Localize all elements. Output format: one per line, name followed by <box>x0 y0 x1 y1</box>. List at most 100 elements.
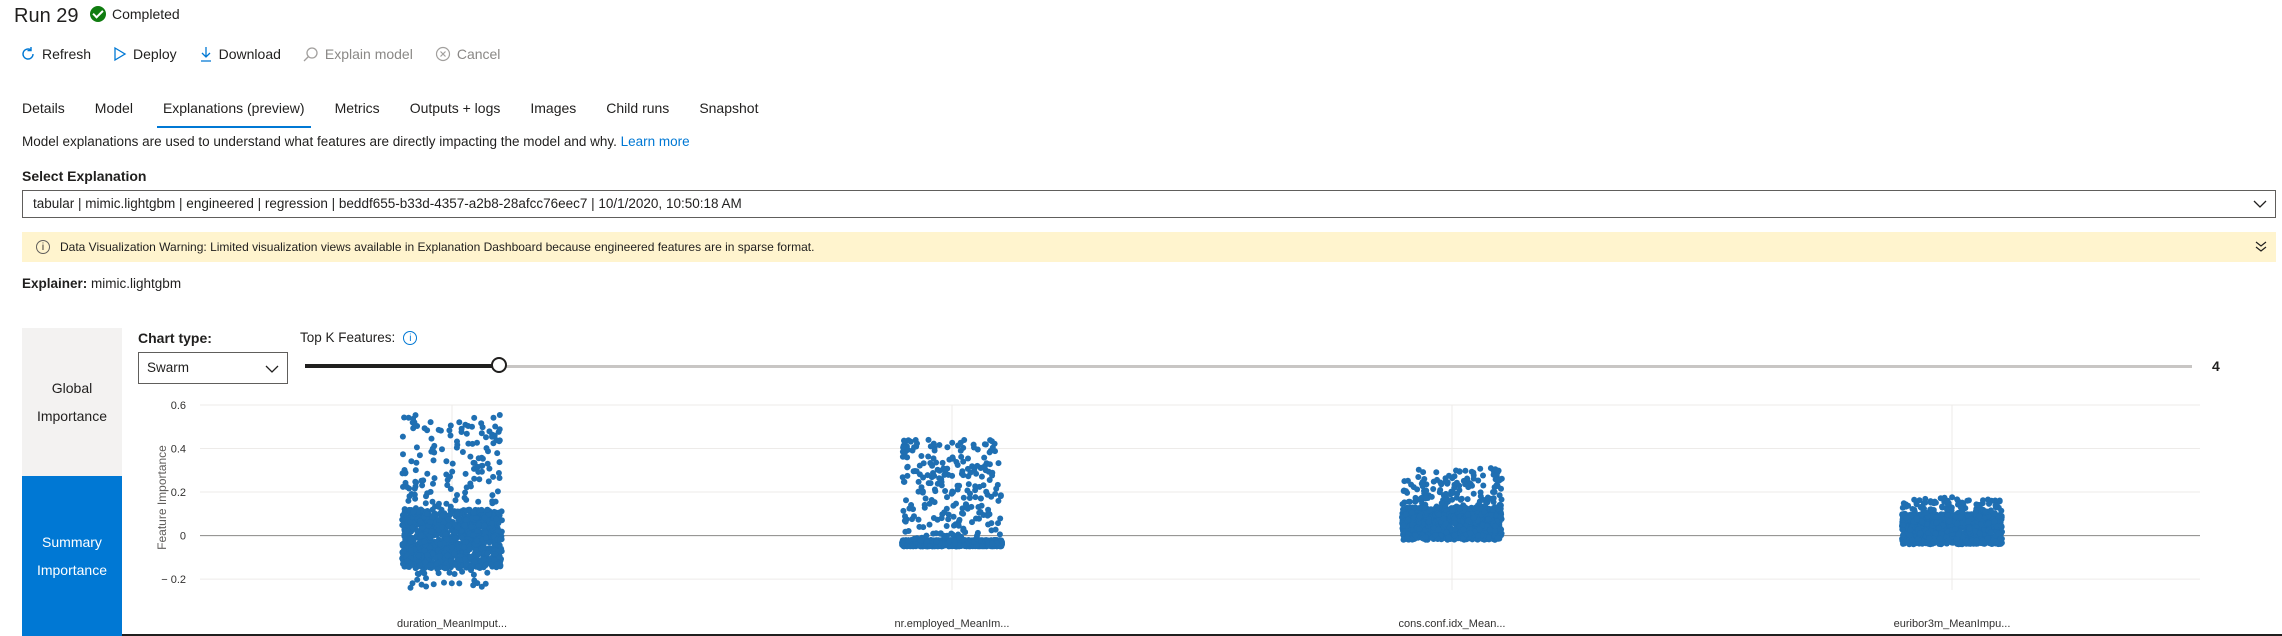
refresh-icon <box>22 47 34 60</box>
data-point <box>474 463 481 470</box>
tab-bar: Details Model Explanations (preview) Met… <box>22 100 788 128</box>
data-point <box>1442 520 1449 527</box>
data-point <box>476 476 483 483</box>
data-point <box>427 419 434 426</box>
data-point <box>427 519 434 525</box>
data-point <box>451 571 458 577</box>
data-point <box>920 474 927 481</box>
learn-more-link[interactable]: Learn more <box>620 134 690 149</box>
top-k-slider-thumb[interactable] <box>491 357 507 373</box>
data-point <box>409 524 416 531</box>
data-point <box>1907 526 1914 533</box>
data-point <box>911 513 917 520</box>
tab-outputs-logs[interactable]: Outputs + logs <box>409 100 501 116</box>
description: Model explanations are used to understan… <box>22 134 690 149</box>
chart-type-dropdown[interactable]: Swarm <box>138 352 288 384</box>
data-point <box>942 488 949 494</box>
data-point <box>1442 490 1449 497</box>
data-point <box>1932 530 1939 537</box>
data-point <box>1420 504 1427 511</box>
data-point <box>1401 499 1408 506</box>
data-point <box>1433 469 1440 476</box>
data-point <box>456 419 463 426</box>
double-chevron-down-icon[interactable] <box>2254 241 2268 253</box>
download-button[interactable]: Download <box>199 46 281 62</box>
data-point <box>914 440 920 447</box>
cancel-button[interactable]: Cancel <box>435 46 500 62</box>
data-point <box>481 514 488 521</box>
data-point <box>1410 514 1417 521</box>
data-point <box>915 478 922 485</box>
select-explanation-dropdown[interactable]: tabular | mimic.lightgbm | engineered | … <box>22 190 2276 218</box>
data-point <box>445 516 452 523</box>
info-icon[interactable]: i <box>403 330 418 345</box>
explain-model-button[interactable]: Explain model <box>303 46 413 62</box>
nav-summary-line2: Importance <box>36 562 108 578</box>
data-point <box>414 576 421 583</box>
tab-child-runs[interactable]: Child runs <box>606 100 670 116</box>
data-point <box>463 516 469 523</box>
data-point <box>1465 517 1472 524</box>
data-point <box>430 457 437 464</box>
data-point <box>474 528 481 535</box>
data-point <box>1925 530 1932 537</box>
data-point <box>413 444 420 451</box>
data-point <box>462 470 469 477</box>
data-point <box>1453 479 1460 486</box>
data-point <box>478 430 485 437</box>
data-point <box>961 542 968 549</box>
data-point <box>481 556 488 563</box>
data-point <box>1952 514 1959 521</box>
deploy-button[interactable]: Deploy <box>113 46 177 62</box>
tab-details[interactable]: Details <box>22 100 65 116</box>
data-point <box>1416 513 1423 520</box>
data-point <box>483 434 489 441</box>
data-point <box>431 449 438 456</box>
data-point <box>431 442 438 449</box>
data-point <box>1946 518 1953 525</box>
tab-snapshot[interactable]: Snapshot <box>699 100 759 116</box>
tab-images[interactable]: Images <box>530 100 577 116</box>
data-point <box>1918 518 1925 525</box>
data-point <box>441 579 447 586</box>
data-point <box>1978 540 1985 547</box>
data-point <box>418 581 425 588</box>
data-point <box>1490 499 1497 505</box>
data-point <box>972 494 979 501</box>
data-point <box>922 495 929 502</box>
top-k-slider-track[interactable] <box>305 365 2192 368</box>
nav-summary-importance[interactable]: Summary Importance <box>22 476 122 636</box>
tab-explanations[interactable]: Explanations (preview) <box>156 100 311 128</box>
data-point <box>484 506 491 513</box>
nav-global-importance[interactable]: Global Importance <box>22 328 122 476</box>
data-point <box>444 482 451 489</box>
tab-metrics[interactable]: Metrics <box>334 100 380 116</box>
y-tick-label: 0.2 <box>171 487 186 499</box>
data-point <box>462 489 469 496</box>
data-point <box>978 473 985 480</box>
data-point <box>952 540 958 547</box>
data-point <box>1437 479 1444 486</box>
data-point <box>1464 496 1471 503</box>
data-point <box>442 565 448 572</box>
data-point <box>1487 526 1493 533</box>
data-point <box>1985 520 1992 527</box>
data-point <box>1992 511 1998 517</box>
data-point <box>926 500 933 507</box>
explainer-label: Explainer: <box>22 276 88 291</box>
data-point <box>439 512 446 519</box>
tab-model[interactable]: Model <box>94 100 133 116</box>
refresh-button[interactable]: Refresh <box>20 46 91 62</box>
data-point <box>1904 539 1911 546</box>
data-point <box>980 482 987 489</box>
data-point <box>945 516 952 523</box>
data-point <box>1939 503 1945 510</box>
data-point <box>484 550 491 557</box>
data-point <box>1440 515 1447 522</box>
data-point <box>473 537 480 544</box>
data-point <box>911 535 918 542</box>
data-point <box>495 470 502 476</box>
data-point <box>1899 504 1906 511</box>
data-point <box>1451 520 1458 527</box>
data-point <box>437 541 443 548</box>
